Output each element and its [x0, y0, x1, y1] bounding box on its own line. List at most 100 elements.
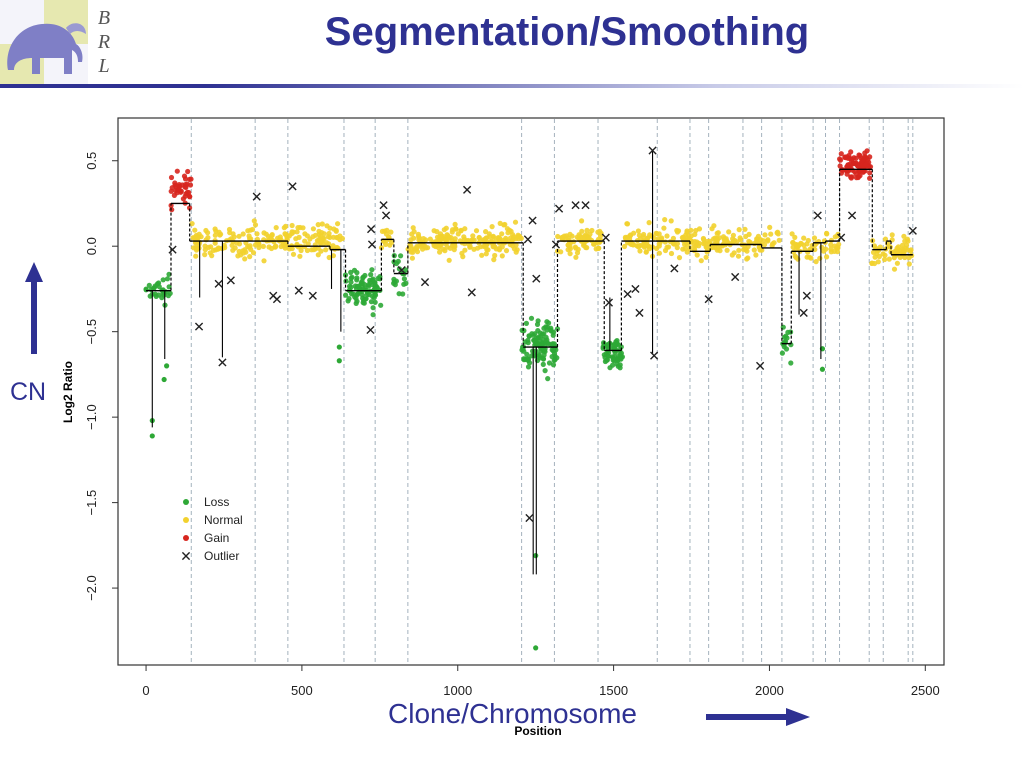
loss-point: [540, 361, 546, 367]
normal-point: [473, 228, 480, 234]
loss-point: [361, 297, 367, 303]
normal-point: [586, 235, 592, 241]
gain-point: [848, 175, 854, 181]
loss-point: [544, 337, 550, 343]
normal-point: [691, 243, 697, 249]
normal-point: [806, 254, 813, 260]
normal-point: [451, 247, 457, 253]
normal-point: [461, 234, 467, 240]
normal-point: [470, 233, 476, 239]
normal-point: [567, 231, 573, 237]
gain-point: [862, 155, 868, 161]
normal-point: [664, 244, 670, 250]
outlier-marker: [908, 226, 917, 235]
normal-point: [736, 247, 742, 253]
gain-point: [171, 192, 177, 198]
gain-point: [182, 176, 189, 182]
right-arrow-icon: [706, 708, 810, 726]
outlier-marker: [623, 289, 632, 299]
normal-point: [261, 258, 267, 264]
normal-point: [411, 229, 417, 235]
gain-point: [180, 196, 186, 202]
normal-point: [252, 222, 259, 228]
outlier-marker: [532, 274, 541, 283]
gain-point: [174, 168, 180, 174]
normal-point: [882, 256, 888, 263]
loss-point: [524, 351, 530, 357]
title-divider: [0, 84, 1024, 88]
loss-point: [391, 280, 397, 286]
gain-point: [837, 157, 844, 163]
normal-point: [698, 258, 704, 264]
normal-point: [828, 246, 834, 252]
normal-point: [195, 234, 201, 240]
loss-point: [362, 272, 368, 279]
normal-point: [491, 243, 497, 250]
outlier-marker: [366, 325, 375, 335]
normal-point: [491, 257, 497, 263]
gain-point: [184, 189, 190, 195]
normal-point: [410, 225, 416, 231]
normal-point: [311, 247, 317, 253]
normal-point: [894, 260, 901, 266]
loss-point: [602, 354, 608, 360]
gain-point: [172, 180, 178, 186]
outlier-marker: [525, 513, 534, 523]
clone-chromosome-label: Clone/Chromosome: [388, 698, 637, 729]
normal-point: [575, 246, 581, 252]
outlier-markers: [168, 146, 917, 523]
normal-point: [774, 230, 780, 236]
outlier-marker: [226, 276, 235, 285]
normal-point: [330, 253, 336, 259]
normal-point: [254, 231, 260, 237]
normal-point: [242, 256, 248, 262]
normal-point: [705, 238, 711, 244]
x-tick-label: 1000: [443, 683, 472, 698]
x-tick-label: 1500: [599, 683, 628, 698]
normal-point: [567, 243, 573, 250]
logo-letter-l: L: [97, 55, 109, 77]
normal-point: [635, 228, 642, 234]
chart-legend: Loss Normal Gain Outlier: [181, 495, 243, 563]
gain-point: [185, 168, 191, 175]
loss-point: [359, 278, 365, 284]
y-tick-label: 0.0: [84, 237, 99, 255]
normal-point: [664, 233, 670, 239]
segment-lines: [146, 150, 913, 575]
loss-point: [348, 269, 354, 275]
x-tick-label: 500: [291, 683, 313, 698]
normal-point: [240, 250, 246, 256]
normal-point: [711, 223, 717, 229]
normal-point: [462, 247, 468, 253]
loss-point: [522, 339, 528, 345]
normal-point: [811, 235, 818, 241]
normal-point: [745, 255, 751, 261]
y-tick-label: −2.0: [84, 575, 99, 601]
normal-point: [496, 247, 503, 253]
normal-point: [443, 237, 449, 243]
legend-loss-swatch: [183, 499, 189, 505]
legend-label: Loss: [204, 495, 229, 509]
normal-point: [558, 249, 564, 255]
normal-point: [691, 248, 698, 254]
normal-point: [513, 242, 519, 248]
outlier-marker: [802, 291, 811, 300]
normal-point: [643, 249, 649, 255]
x-axis-label: Position: [514, 724, 561, 738]
loss-point: [785, 329, 791, 335]
normal-point: [513, 249, 519, 255]
normal-point: [901, 233, 907, 239]
loss-point: [164, 276, 171, 282]
normal-point: [573, 254, 579, 260]
x-tick-label: 0: [142, 683, 149, 698]
normal-point: [641, 244, 648, 250]
y-tick-label: −1.0: [84, 404, 99, 430]
normal-point: [656, 243, 662, 249]
normal-point: [577, 237, 583, 243]
normal-point: [579, 218, 585, 224]
gain-point: [867, 175, 873, 181]
normal-point: [904, 247, 911, 253]
loss-point: [343, 292, 349, 298]
normal-point: [711, 236, 717, 242]
